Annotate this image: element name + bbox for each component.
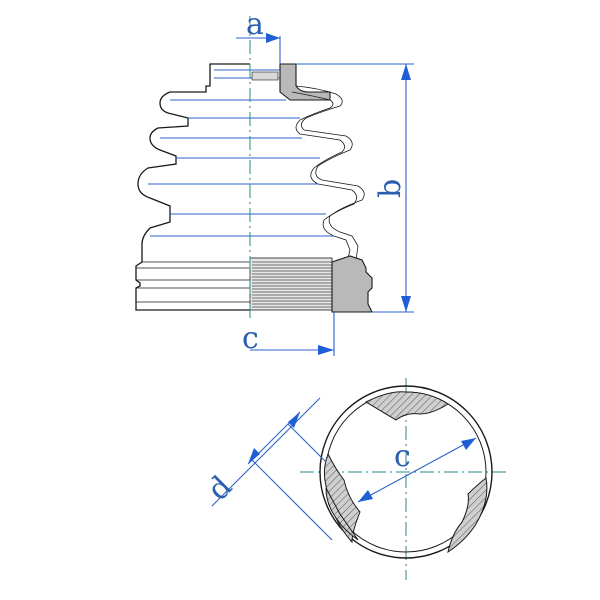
dimension-b: b <box>296 63 414 313</box>
lobe-top <box>364 391 449 421</box>
lobe-left <box>323 452 361 544</box>
boot-side-view: a b c <box>135 7 414 356</box>
left-half-detail-lines <box>136 69 250 303</box>
label-b: b <box>373 179 408 198</box>
dimension-c-circle: c <box>357 437 477 503</box>
boot-cross-section: c d <box>201 378 508 580</box>
label-a: a <box>246 7 264 42</box>
threaded-bore <box>249 257 333 311</box>
boot-section-bottom-collar <box>331 255 373 313</box>
lobe-bottom-left <box>325 487 359 541</box>
lobe-right <box>447 477 488 554</box>
label-c-circle: c <box>394 439 411 474</box>
dimension-c-top: c <box>242 312 335 356</box>
dimension-d: d <box>201 397 333 541</box>
bellows-wall-outer <box>295 85 365 261</box>
boot-outer-profile <box>135 63 250 311</box>
bellows-wall-inner <box>291 91 357 259</box>
outer-circle <box>319 385 493 559</box>
dimension-a: a <box>236 7 281 64</box>
right-half-detail-lines <box>250 69 334 237</box>
label-c-top: c <box>242 321 259 356</box>
label-d: d <box>201 469 239 507</box>
